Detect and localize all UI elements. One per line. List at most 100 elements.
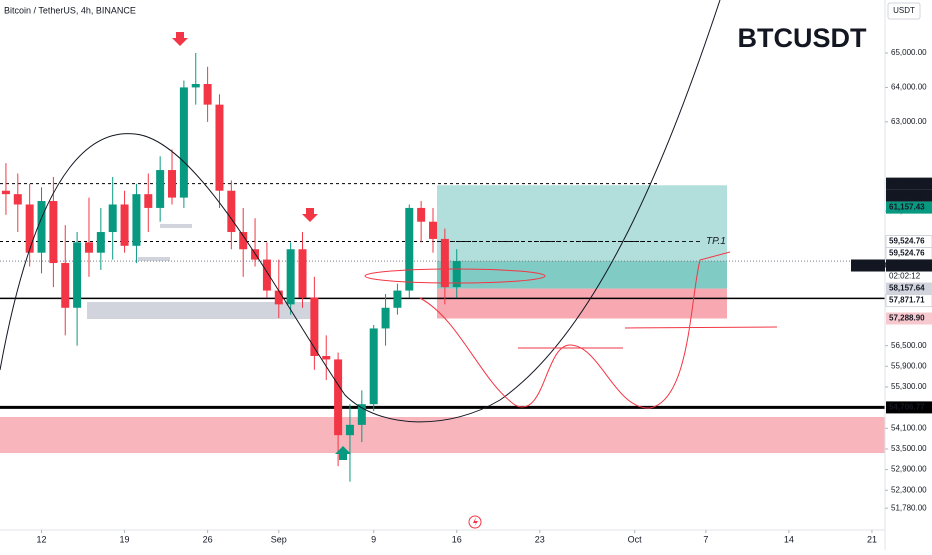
x-tick-label: Oct <box>628 534 643 544</box>
lightning-glyph <box>473 517 478 527</box>
price-label-bg <box>885 294 932 308</box>
x-tick-label: 21 <box>867 534 877 544</box>
x-tick-label: 23 <box>535 534 545 544</box>
y-tick-label: 63,000.00 <box>891 117 927 126</box>
candle-body <box>227 190 236 233</box>
candle-body <box>132 194 141 246</box>
y-tick-label: 53,500.00 <box>891 444 927 453</box>
gray-zone <box>138 257 170 261</box>
countdown: 02:02:12 <box>889 272 921 281</box>
candles <box>1 52 461 482</box>
stop-zone <box>437 288 727 319</box>
price-label-bg <box>886 312 932 325</box>
price-label: 57,288.90 <box>889 314 925 323</box>
gray-zone <box>87 302 315 319</box>
candle-body <box>345 424 354 436</box>
candle-body <box>405 207 414 291</box>
y-tick-label: 54,100.00 <box>891 423 927 432</box>
candle-body <box>191 83 200 88</box>
highlight-ellipse <box>364 268 546 284</box>
candle-body <box>357 404 366 425</box>
x-tick-label: 14 <box>784 534 794 544</box>
candle-body <box>334 359 343 436</box>
symbol-label: BTCUSDT <box>854 262 888 269</box>
demand-zone <box>0 417 885 453</box>
candle-body <box>1 190 10 195</box>
y-tick-label: 51,780.00 <box>891 503 927 512</box>
candle-body <box>262 259 271 291</box>
price-label: 54,706.77 <box>889 403 925 412</box>
price-label: 58,157.64 <box>889 284 925 293</box>
x-tick-label: 26 <box>203 534 213 544</box>
arc-curve <box>0 0 721 423</box>
price-label: 61,206.05 <box>889 191 925 200</box>
y-tick-label: 55,300.00 <box>891 382 927 391</box>
x-tick-label: 12 <box>37 534 47 544</box>
tp-label: TP.1 <box>706 236 726 247</box>
candle-body <box>13 194 22 205</box>
x-tick-label: Sep <box>271 534 287 544</box>
lightning-icon[interactable] <box>468 515 482 529</box>
candle-body <box>120 204 129 246</box>
red-level <box>624 326 778 329</box>
chart-title: Bitcoin / TetherUS, 4h, BINANCE <box>4 5 136 15</box>
candle-body <box>156 170 165 208</box>
price-label-bg <box>886 401 932 414</box>
y-tick-label: 55,900.00 <box>891 361 927 370</box>
candle-body <box>144 194 153 208</box>
open-profit-zone <box>437 261 727 289</box>
candle-body <box>25 204 34 253</box>
y-tick-label: 64,000.00 <box>891 83 927 92</box>
candle-body <box>322 355 331 360</box>
candle-body <box>239 232 248 250</box>
candle-body <box>440 238 449 288</box>
y-tick-label: 52,300.00 <box>891 485 927 494</box>
overlay <box>0 0 778 529</box>
candle-body <box>73 242 82 308</box>
x-tick-label: 9 <box>371 534 376 544</box>
price-label: 59,524.76 <box>889 249 925 258</box>
price-label: 61,206.05 <box>889 179 925 188</box>
candle-body <box>49 201 58 264</box>
price-label-bg <box>886 189 932 202</box>
candle-body <box>381 307 390 329</box>
up-arrow <box>335 446 351 460</box>
candle-body <box>286 249 295 305</box>
currency-button[interactable] <box>887 2 921 20</box>
x-tick-label: 19 <box>120 534 130 544</box>
candle-body <box>369 328 378 405</box>
price-label-bg <box>886 282 932 295</box>
down-arrow <box>172 32 188 46</box>
candle-body <box>310 297 319 356</box>
candle-body <box>84 242 93 253</box>
price-label: 59,524.76 <box>889 237 925 246</box>
gray-zone <box>160 224 192 228</box>
y-tick-label: 65,000.00 <box>891 48 927 57</box>
symbol-label-bg <box>851 259 885 272</box>
currency: USDT <box>893 6 915 15</box>
candle-body <box>417 207 426 222</box>
candle-body <box>108 204 117 233</box>
price-lines <box>0 183 885 409</box>
y-tick-label: 52,900.00 <box>891 465 927 474</box>
price-label-bg <box>886 201 932 214</box>
candle-body <box>61 263 70 308</box>
price-label: 58,956.00 <box>889 261 925 270</box>
candle-body <box>37 201 46 253</box>
x-tick-label: 7 <box>703 534 708 544</box>
candle-body <box>96 232 105 253</box>
position-box: TP.1 <box>437 185 727 319</box>
x-tick-label: 16 <box>452 534 462 544</box>
y-tick-label: 56,500.00 <box>891 341 927 350</box>
candle-body <box>203 83 212 105</box>
candle-body <box>215 104 224 191</box>
projection-path <box>419 251 731 409</box>
candle-body <box>179 87 188 198</box>
candle-body <box>393 290 402 308</box>
drawings <box>0 224 885 453</box>
price-label: 57,871.71 <box>889 296 925 305</box>
annotation: BTCUSDT <box>738 23 867 53</box>
price-label-bg <box>886 177 932 190</box>
candle-body <box>452 261 461 288</box>
